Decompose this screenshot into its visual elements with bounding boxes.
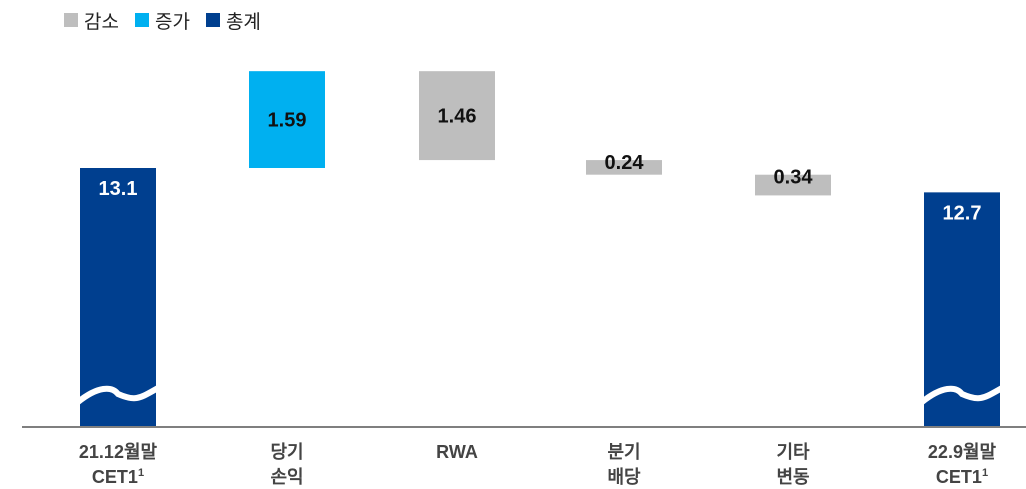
data-label-4: 0.24: [605, 152, 645, 174]
data-label-2: 1.59: [268, 110, 307, 132]
axis-break-1: [75, 385, 161, 405]
data-label-1: 13.1: [99, 178, 138, 200]
bar-3: [419, 71, 495, 161]
category-label-1-line-1: 21.12월말: [79, 442, 158, 462]
data-label-5: 0.34: [774, 167, 814, 189]
category-label-2-line-2: 손익: [270, 467, 303, 487]
bar-5: [755, 174, 831, 196]
legend-item-increase: 증가: [134, 7, 190, 34]
footnote-superscript-1: 1: [138, 467, 144, 479]
chart-legend: 감소 증가 총계: [64, 7, 277, 34]
legend-swatch-increase: [134, 13, 149, 27]
bar-6: [924, 192, 1000, 427]
category-label-5-line-1: 기타: [776, 442, 810, 462]
footnote-superscript-6: 1: [982, 467, 988, 479]
category-label-6-line-2: CET11: [936, 467, 988, 487]
legend-swatch-decrease: [64, 13, 78, 27]
category-label-3-line-1: RWA: [436, 442, 478, 462]
category-label-6-line-1: 22.9월말: [928, 442, 997, 462]
bar-1: [80, 168, 156, 427]
category-label-1-line-2: CET11: [92, 467, 144, 487]
category-label-4-line-1: 분기: [607, 442, 640, 462]
legend-label-total: 총계: [225, 11, 261, 33]
legend-label-increase: 증가: [154, 11, 190, 33]
bar-2: [249, 71, 325, 168]
legend-item-total: 총계: [205, 7, 261, 34]
legend-swatch-total: [205, 13, 220, 27]
axis-break-6: [919, 385, 1005, 405]
data-label-6: 12.7: [943, 202, 982, 224]
legend-label-decrease: 감소: [84, 11, 119, 33]
category-label-4-line-2: 배당: [607, 467, 641, 487]
category-label-5-line-2: 변동: [776, 467, 809, 487]
legend-item-decrease: 감소: [64, 7, 119, 34]
bar-4: [586, 160, 662, 175]
category-label-2-line-1: 당기: [270, 442, 303, 462]
data-label-3: 1.46: [438, 106, 477, 128]
